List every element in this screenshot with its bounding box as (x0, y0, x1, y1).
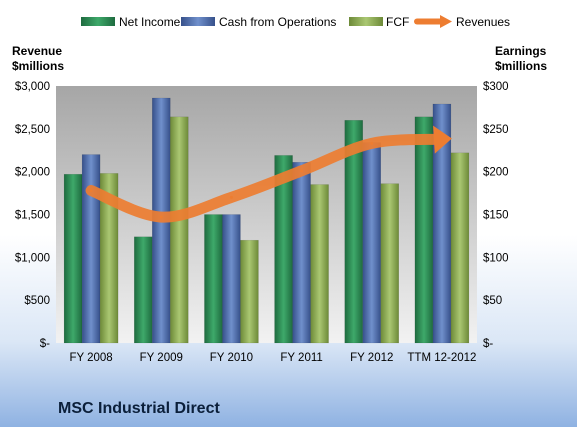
x-tick-label: TTM 12-2012 (407, 352, 476, 364)
bar-fcf (380, 183, 399, 344)
right-tick-label: $100 (483, 252, 509, 264)
bar-cash-from-operations (362, 142, 381, 344)
bar-cash-from-operations (81, 154, 101, 344)
legend-label-net-income: Net Income (119, 15, 181, 29)
legend-label-cash-from-operations: Cash from Operations (219, 15, 336, 29)
bar-fcf (310, 184, 329, 344)
legend-arrowhead-revenues (440, 15, 452, 28)
bar-net-income (204, 214, 223, 344)
right-axis-title-line2: $millions (495, 59, 547, 73)
right-tick-label: $300 (483, 81, 509, 93)
bar-series (63, 97, 470, 344)
bar-cash-from-operations (222, 214, 241, 344)
right-axis-title-line1: Earnings (495, 44, 547, 58)
revenues-arrowhead (433, 125, 452, 154)
legend-swatch-cash-from-operations (181, 17, 215, 26)
revenues-line-path (85, 133, 448, 223)
left-tick-label: $500 (24, 295, 50, 307)
bar-cash-from-operations (292, 161, 311, 344)
left-axis-title-line1: Revenue (12, 44, 62, 58)
revenues-line (85, 125, 452, 223)
legend-swatch-net-income (81, 17, 115, 26)
left-tick-label: $1,000 (15, 252, 50, 264)
left-tick-label: $3,000 (15, 81, 50, 93)
right-tick-label: $250 (483, 124, 509, 136)
right-tick-label: $150 (483, 210, 509, 222)
chart-title: MSC Industrial Direct (58, 400, 220, 417)
right-tick-label: $50 (483, 295, 502, 307)
legend-label-revenues: Revenues (456, 15, 510, 29)
bar-net-income (414, 116, 434, 344)
x-tick-label: FY 2010 (210, 352, 253, 364)
revenues-point (370, 141, 374, 145)
bar-fcf (99, 173, 119, 344)
right-tick-label: $200 (483, 167, 509, 179)
legend-label-fcf: FCF (386, 15, 409, 29)
x-tick-label: FY 2012 (350, 352, 393, 364)
x-axis-labels: FY 2008 FY 2009 FY 2010 FY 2011 FY 2012 TTM 1… (69, 352, 476, 364)
plot-area (56, 86, 477, 343)
right-axis-ticks: $- $50 $100 $150 $200 $250 $300 (483, 81, 509, 350)
bar-fcf (450, 152, 470, 344)
x-tick-label: FY 2009 (140, 352, 183, 364)
left-tick-label: $2,500 (15, 124, 50, 136)
revenues-point (229, 195, 233, 199)
right-tick-label: $- (483, 338, 493, 350)
left-tick-label: $- (40, 338, 50, 350)
left-tick-label: $2,000 (15, 167, 50, 179)
legend: Net Income Cash from Operations FCF Reve… (81, 15, 510, 29)
revenues-point (159, 215, 163, 219)
bar-fcf (170, 116, 189, 344)
bar-fcf (240, 239, 259, 344)
legend-swatch-fcf (349, 17, 383, 26)
left-axis-title-line2: $millions (12, 59, 64, 73)
bar-net-income (63, 173, 83, 344)
revenues-point (300, 169, 304, 173)
x-tick-label: FY 2008 (69, 352, 112, 364)
left-tick-label: $1,500 (15, 210, 50, 222)
left-axis-ticks: $- $500 $1,000 $1,500 $2,000 $2,500 $3,000 (15, 81, 50, 350)
x-tick-label: FY 2011 (280, 352, 322, 364)
revenues-point (89, 189, 93, 193)
bar-net-income (134, 236, 153, 344)
